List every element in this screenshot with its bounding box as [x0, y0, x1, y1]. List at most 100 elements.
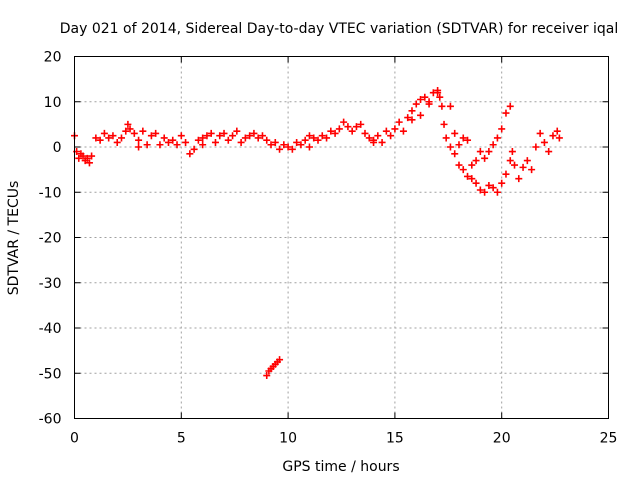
data-point — [536, 129, 544, 137]
data-point — [489, 141, 497, 149]
y-tick-label: -50 — [39, 366, 62, 382]
data-point — [481, 154, 489, 162]
data-point — [288, 145, 296, 153]
data-point — [130, 129, 138, 137]
data-point — [75, 154, 83, 162]
data-point — [365, 134, 373, 142]
data-point — [190, 145, 198, 153]
data-point — [186, 150, 194, 158]
data-point — [555, 134, 563, 142]
data-point — [498, 179, 506, 187]
data-point — [177, 132, 185, 140]
data-point — [79, 152, 87, 160]
data-points — [71, 86, 563, 380]
data-point — [357, 120, 365, 128]
plot-frame — [74, 56, 609, 419]
data-point — [472, 179, 480, 187]
x-tick-label: 20 — [493, 431, 511, 447]
data-point — [370, 138, 378, 146]
y-tick-label: -10 — [39, 185, 62, 201]
data-point — [387, 132, 395, 140]
data-point — [92, 134, 100, 142]
y-axis-tick-labels: 20 10 0 -10 -20 -30 -40 -50 -60 — [39, 50, 62, 428]
data-point — [481, 188, 489, 196]
data-point — [250, 129, 258, 137]
data-point — [421, 93, 429, 101]
data-point — [246, 132, 254, 140]
data-point — [194, 136, 202, 144]
data-point — [382, 127, 390, 135]
data-point — [327, 127, 335, 135]
data-point — [271, 138, 279, 146]
data-point — [100, 129, 108, 137]
data-point — [485, 181, 493, 189]
data-point — [164, 138, 172, 146]
y-tick-label: -40 — [39, 321, 62, 337]
x-axis-tick-labels: 0 5 10 15 20 25 — [70, 431, 617, 447]
data-point — [169, 136, 177, 144]
data-point — [331, 129, 339, 137]
data-point — [464, 172, 472, 180]
data-point — [436, 93, 444, 101]
data-point — [340, 118, 348, 126]
data-point — [446, 102, 454, 110]
x-tick-label: 5 — [177, 431, 186, 447]
data-point — [305, 143, 313, 151]
data-point — [440, 120, 448, 128]
data-point — [408, 116, 416, 124]
data-point — [506, 157, 514, 165]
data-point — [540, 138, 548, 146]
data-point — [85, 159, 93, 167]
data-point — [395, 118, 403, 126]
data-point — [519, 163, 527, 171]
data-point — [124, 120, 132, 128]
data-point — [254, 134, 262, 142]
data-point — [374, 132, 382, 140]
data-point — [263, 372, 271, 380]
data-point — [220, 129, 228, 137]
data-point — [284, 143, 292, 151]
data-point — [156, 141, 164, 149]
y-axis-title: SDTVAR / TECUs — [6, 181, 22, 296]
data-point — [105, 134, 113, 142]
data-point — [297, 141, 305, 149]
data-point — [267, 141, 275, 149]
data-point — [199, 134, 207, 142]
data-point — [434, 89, 442, 97]
data-point — [199, 141, 207, 149]
data-point — [88, 152, 96, 160]
x-tick-label: 15 — [386, 431, 404, 447]
data-point — [135, 143, 143, 151]
data-point — [182, 138, 190, 146]
data-point — [502, 170, 510, 178]
data-point — [502, 109, 510, 117]
x-tick-label: 10 — [279, 431, 297, 447]
data-point — [280, 141, 288, 149]
chart-title: Day 021 of 2014, Sidereal Day-to-day VTE… — [60, 21, 618, 37]
data-point — [417, 111, 425, 119]
data-point — [109, 132, 117, 140]
data-point — [468, 175, 476, 183]
data-point — [399, 127, 407, 135]
data-point — [391, 125, 399, 133]
data-point — [173, 141, 181, 149]
data-point — [459, 166, 467, 174]
data-point — [549, 132, 557, 140]
data-point — [489, 184, 497, 192]
data-point — [233, 127, 241, 135]
data-point — [464, 136, 472, 144]
data-point — [318, 132, 326, 140]
data-point — [493, 188, 501, 196]
data-point — [276, 145, 284, 153]
data-point — [425, 100, 433, 108]
data-point — [211, 138, 219, 146]
data-point — [323, 134, 331, 142]
data-point — [135, 136, 143, 144]
data-point — [344, 123, 352, 131]
data-point — [451, 129, 459, 137]
data-point — [348, 127, 356, 135]
y-tick-label: 10 — [44, 95, 62, 111]
data-point — [438, 102, 446, 110]
data-point — [352, 123, 360, 131]
data-point — [485, 148, 493, 156]
